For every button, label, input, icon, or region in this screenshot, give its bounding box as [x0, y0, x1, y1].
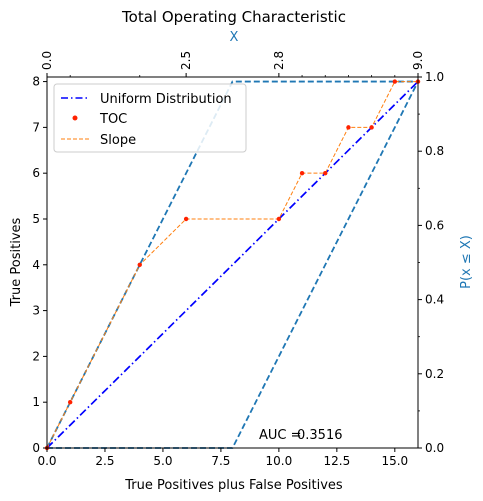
- x-tick-label: 0.0: [37, 454, 56, 468]
- y-tick-label: 0: [32, 441, 40, 455]
- y-tick-label: 4: [32, 258, 40, 272]
- top-tick-label: 2.5: [179, 51, 193, 70]
- right-tick-label: 0.8: [425, 144, 444, 158]
- right-axis-label: P(x ≤ X): [459, 235, 474, 289]
- x-tick-label: 5.0: [153, 454, 172, 468]
- x-tick-label: 2.5: [95, 454, 114, 468]
- series-line-0: [46, 80, 419, 449]
- auc-value: 0.3516: [297, 428, 343, 443]
- auc-annotation: AUC = 0.3516: [259, 428, 343, 443]
- plot-frame: [46, 76, 419, 449]
- y-tick-label: 7: [32, 120, 40, 134]
- y-axis-ticks: 0 1 2 3 4 5 6 7 8: [32, 75, 47, 455]
- y-tick-label: 3: [32, 304, 40, 318]
- legend-box: [53, 83, 247, 153]
- toc-points: [44, 79, 421, 451]
- y-tick-label: 5: [32, 212, 40, 226]
- x-tick-label: 12.5: [323, 454, 350, 468]
- toc-point: [299, 170, 305, 176]
- x-axis-label: True Positives plus False Positives: [124, 478, 343, 493]
- chart-title: Total Operating Characteristic: [121, 8, 346, 26]
- toc-point: [392, 79, 398, 84]
- toc-point: [137, 262, 142, 267]
- y-axis-label: True Positives: [9, 217, 24, 307]
- auc-label: AUC =: [259, 428, 302, 443]
- toc-point: [323, 170, 328, 176]
- top-tick-label: 9.0: [411, 51, 425, 70]
- right-tick-label: 0.0: [425, 441, 444, 455]
- toc-point: [67, 399, 73, 405]
- x-tick-label: 15.0: [381, 454, 408, 468]
- legend-toc-label: TOC: [99, 112, 127, 127]
- top-axis-label: X: [230, 30, 239, 45]
- toc-point: [346, 125, 351, 130]
- x-tick-label: 10.0: [266, 454, 293, 468]
- right-tick-label: 0.6: [425, 218, 444, 232]
- toc-point: [276, 216, 282, 222]
- legend-toc-swatch: [72, 115, 78, 121]
- legend: Uniform Distribution TOC Slope: [53, 83, 247, 153]
- top-axis-ticks: 0.0 2.5 2.8 9.0: [40, 51, 425, 77]
- legend-slope-label: Slope: [100, 133, 136, 148]
- y-tick-label: 6: [32, 166, 40, 180]
- top-tick-label: 0.0: [40, 51, 54, 70]
- x-axis-ticks: 0.0 2.5 5.0 7.5 10.0 12.5 15.0: [37, 448, 408, 468]
- y-tick-label: 1: [32, 395, 40, 409]
- y-tick-label: 2: [32, 349, 40, 363]
- right-tick-label: 0.4: [425, 293, 444, 307]
- toc-point: [369, 125, 374, 130]
- x-tick-label: 7.5: [211, 454, 230, 468]
- legend-uniform-label: Uniform Distribution: [100, 92, 232, 107]
- right-tick-label: 1.0: [425, 70, 444, 84]
- right-axis-ticks: 0.0 0.2 0.4 0.6 0.8 1.0: [418, 70, 444, 455]
- top-tick-label: 2.8: [272, 51, 286, 70]
- bound-upper-line: [46, 80, 418, 449]
- toc-point: [183, 216, 189, 222]
- y-tick-label: 8: [32, 75, 40, 89]
- right-tick-label: 0.2: [425, 367, 444, 381]
